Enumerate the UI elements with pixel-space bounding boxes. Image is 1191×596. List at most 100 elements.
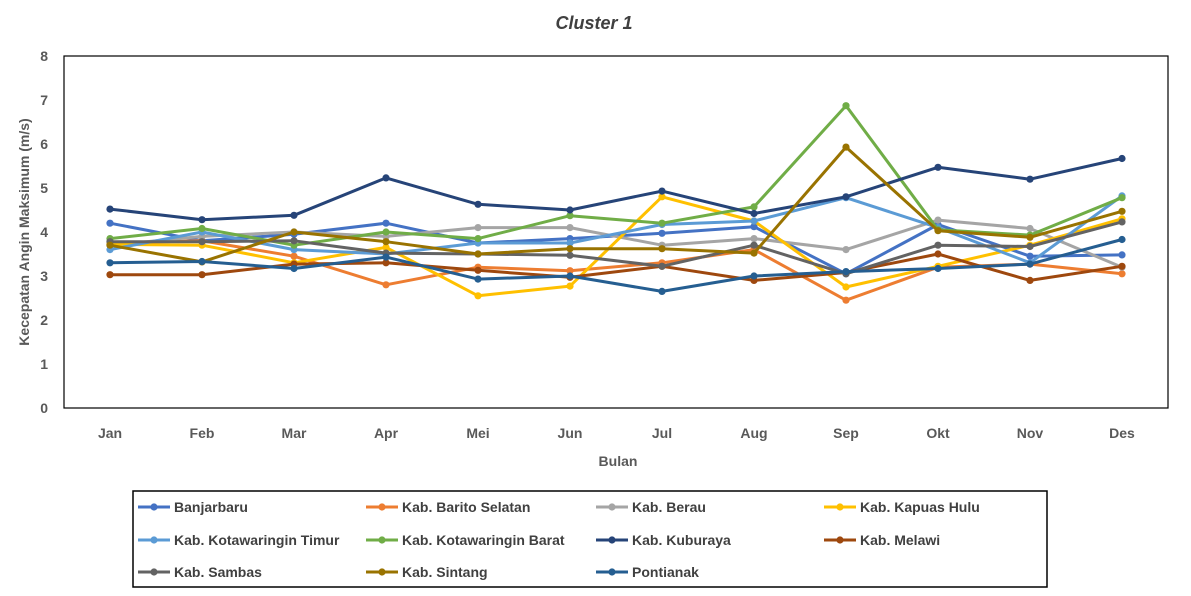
legend-label: Kab. Kotawaringin Barat — [402, 532, 565, 548]
y-tick-label: 8 — [40, 48, 48, 64]
series-layer — [106, 102, 1126, 304]
legend-label: Kab. Sintang — [402, 564, 488, 580]
data-point — [750, 249, 758, 257]
data-point — [842, 143, 850, 151]
legend: Banjarbaru Kab. Barito Selatan Kab. Berau K… — [138, 499, 980, 580]
data-point — [658, 219, 666, 227]
data-point — [382, 174, 390, 182]
data-point — [474, 224, 482, 232]
legend-label: Kab. Kotawaringin Timur — [174, 532, 340, 548]
data-point — [658, 287, 666, 295]
data-point — [658, 245, 666, 253]
data-point — [106, 205, 114, 213]
series-6 — [106, 154, 1126, 224]
legend-label: Kab. Berau — [632, 499, 706, 515]
chart-title: Cluster 1 — [555, 13, 632, 33]
data-point — [842, 296, 850, 304]
legend-item: Kab. Sambas — [138, 564, 262, 580]
data-point — [474, 235, 482, 243]
y-tick-label: 2 — [40, 312, 48, 328]
x-tick-label: Des — [1109, 425, 1135, 441]
legend-label: Kab. Sambas — [174, 564, 262, 580]
data-point — [198, 216, 206, 224]
data-point — [566, 267, 574, 275]
data-point — [198, 271, 206, 279]
data-point — [750, 217, 758, 225]
x-axis-ticks: Jan Feb Mar Apr Mei Jun Jul Aug Sep Okt Nov Des — [98, 425, 1135, 441]
data-point — [198, 238, 206, 246]
legend-swatch-marker — [378, 536, 386, 544]
data-point — [566, 245, 574, 253]
data-point — [290, 252, 298, 260]
legend-box — [132, 490, 1048, 588]
data-point — [750, 223, 758, 231]
data-point — [474, 250, 482, 258]
data-point — [842, 193, 850, 201]
data-point — [474, 200, 482, 208]
data-point — [750, 209, 758, 218]
series-10 — [106, 235, 1126, 295]
data-point — [474, 275, 482, 283]
legend-item: Kab. Barito Selatan — [366, 499, 530, 515]
data-point — [290, 264, 298, 273]
legend-swatch-marker — [150, 568, 158, 576]
data-point — [750, 241, 758, 249]
x-tick-label: Mei — [466, 425, 489, 441]
data-point — [106, 259, 114, 267]
data-point — [474, 292, 482, 300]
data-point — [842, 283, 850, 291]
y-axis-ticks: 0 1 2 3 4 5 6 7 8 — [40, 48, 48, 416]
data-point — [290, 237, 298, 245]
series-5 — [106, 102, 1126, 249]
data-point — [658, 193, 666, 201]
x-tick-label: Jul — [652, 425, 672, 441]
legend-item: Kab. Sintang — [366, 564, 488, 580]
legend-item: Kab. Kotawaringin Barat — [366, 532, 565, 548]
data-point — [382, 228, 390, 236]
data-point — [382, 238, 390, 246]
y-tick-label: 3 — [40, 268, 48, 284]
data-point — [1118, 270, 1126, 278]
data-point — [1118, 194, 1126, 202]
legend-item: Pontianak — [596, 564, 699, 580]
data-point — [566, 251, 574, 259]
data-point — [474, 266, 482, 274]
x-tick-label: Jun — [558, 425, 583, 441]
y-tick-label: 5 — [40, 180, 48, 196]
x-tick-label: Jan — [98, 425, 122, 441]
legend-swatch-marker — [836, 536, 844, 544]
data-point — [934, 216, 942, 224]
data-point — [382, 253, 390, 261]
y-tick-label: 4 — [40, 224, 48, 240]
series-line — [108, 218, 1124, 269]
data-point — [842, 102, 850, 110]
data-point — [934, 250, 942, 258]
y-tick-label: 6 — [40, 136, 48, 152]
legend-item: Kab. Kotawaringin Timur — [138, 532, 340, 548]
series-9 — [106, 143, 1126, 266]
legend-swatch-marker — [608, 568, 616, 576]
data-point — [382, 281, 390, 289]
data-point — [106, 271, 114, 279]
data-point — [198, 224, 206, 233]
series-line — [108, 195, 1124, 298]
series-line — [108, 145, 1124, 264]
x-tick-label: Mar — [282, 425, 307, 441]
data-point — [934, 227, 942, 235]
data-point — [382, 219, 390, 227]
legend-label: Pontianak — [632, 564, 699, 580]
data-point — [1026, 276, 1034, 284]
legend-swatch-marker — [608, 536, 616, 544]
data-point — [934, 163, 942, 171]
x-tick-label: Nov — [1017, 425, 1044, 441]
data-point — [382, 243, 390, 251]
data-point — [1026, 175, 1034, 183]
data-point — [658, 187, 666, 195]
data-point — [1118, 154, 1126, 163]
data-point — [1118, 251, 1126, 259]
series-line — [108, 157, 1124, 222]
legend-swatch-marker — [836, 503, 844, 511]
y-tick-label: 0 — [40, 400, 48, 416]
legend-item: Kab. Kuburaya — [596, 532, 731, 548]
